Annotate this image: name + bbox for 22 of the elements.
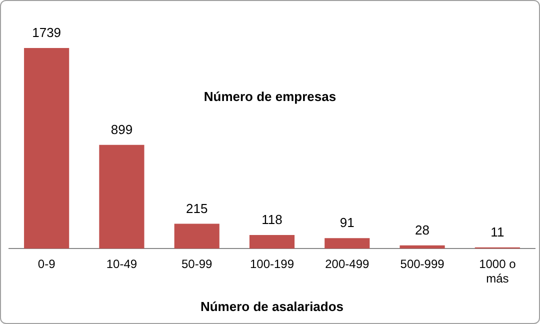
bar bbox=[99, 144, 144, 249]
bar bbox=[324, 238, 370, 249]
x-tick-label: 100-199 bbox=[250, 257, 294, 272]
x-tick-label: 1000 o más bbox=[479, 257, 516, 286]
bar bbox=[400, 245, 445, 249]
data-label: 28 bbox=[415, 222, 430, 238]
bar bbox=[174, 224, 220, 249]
data-label: 11 bbox=[490, 224, 504, 240]
x-tick-label: 200-499 bbox=[325, 257, 370, 272]
x-tick-label: 50-99 bbox=[182, 257, 213, 272]
data-label: 215 bbox=[186, 200, 208, 216]
data-label: 91 bbox=[340, 215, 354, 230]
data-label: 899 bbox=[110, 122, 133, 137]
text: Número de empresas bbox=[202, 89, 338, 104]
x-tick-label: 10-49 bbox=[106, 257, 138, 272]
data-label: 1739 bbox=[32, 25, 62, 40]
bar bbox=[24, 48, 70, 249]
x-tick-label: 0-9 bbox=[38, 257, 56, 272]
bar bbox=[249, 234, 295, 249]
x-axis-title: Número de asalariados bbox=[200, 298, 344, 314]
data-label: 118 bbox=[262, 212, 282, 228]
x-tick-label: 500-999 bbox=[400, 257, 445, 272]
